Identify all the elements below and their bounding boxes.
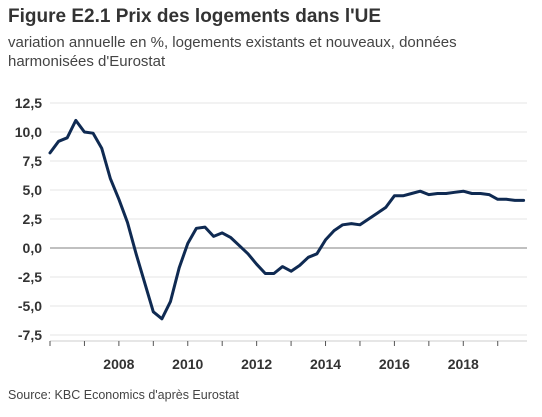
y-tick-label: 5,0 (23, 182, 43, 198)
chart-subtitle: variation annuelle en %, logements exist… (8, 34, 457, 70)
y-tick-label: 2,5 (23, 211, 43, 227)
x-tick-label: 2008 (103, 356, 134, 372)
y-tick-label: 10,0 (15, 124, 42, 140)
x-tick-label: 2012 (241, 356, 272, 372)
x-axis: 2008 2010 2012 2014 2016 2018 (49, 340, 527, 372)
x-tick-label: 2018 (448, 356, 479, 372)
series-line (48, 118, 526, 321)
y-tick-label: -5,0 (18, 298, 42, 314)
source-note: Source: KBC Economics d'après Eurostat (8, 388, 239, 402)
y-tick-label: 7,5 (23, 153, 43, 169)
y-tick-label: -2,5 (18, 269, 42, 285)
x-tick-label: 2010 (172, 356, 203, 372)
gridlines (50, 102, 527, 336)
y-tick-label: -7,5 (18, 327, 42, 343)
y-tick-label: 0,0 (23, 240, 43, 256)
x-tick-label: 2014 (310, 356, 341, 372)
chart-title: Figure E2.1 Prix des logements dans l'UE (8, 6, 382, 27)
y-axis-tick-labels: 12,5 10,0 7,5 5,0 2,5 0,0 -2,5 -5,0 -7,5 (15, 95, 42, 343)
y-tick-label: 12,5 (15, 95, 42, 111)
series-layer (48, 118, 526, 321)
x-tick-label: 2016 (379, 356, 410, 372)
